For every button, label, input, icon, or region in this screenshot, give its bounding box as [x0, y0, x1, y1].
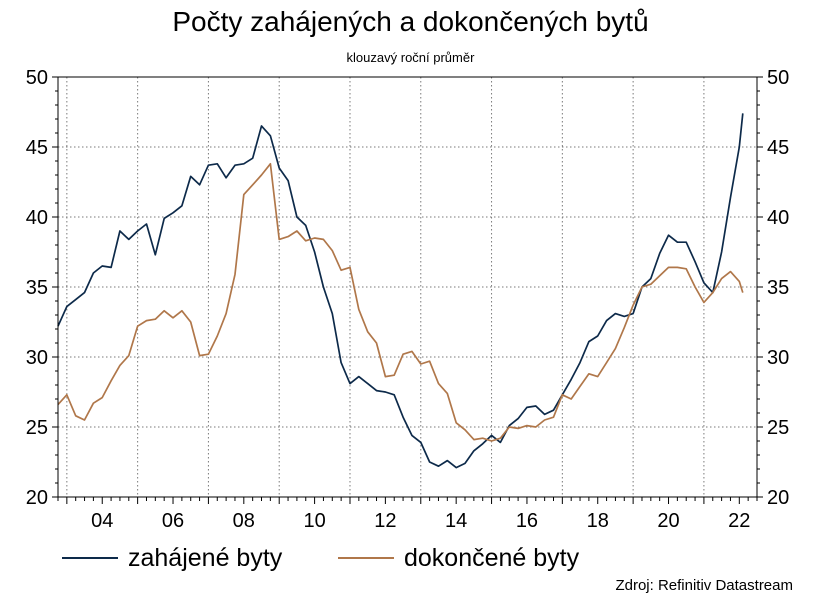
legend-swatch-started [62, 557, 118, 559]
y-tick-label-left: 40 [26, 207, 48, 229]
x-tick-label: 16 [516, 510, 538, 532]
x-tick-label: 10 [303, 510, 325, 532]
y-tick-label-left: 35 [26, 277, 48, 299]
x-tick-label: 12 [374, 510, 396, 532]
y-tick-label-right: 45 [767, 137, 789, 159]
series-line-started [57, 113, 744, 469]
legend-item-completed: dokončené byty [338, 540, 579, 576]
axis-tick-labels: 20 20 25 25 30 30 35 35 40 40 45 45 50 50 04 06 08 10 12 14… [26, 67, 790, 532]
y-tick-label-right: 25 [767, 417, 789, 439]
y-tick-label-left: 50 [26, 67, 48, 89]
y-tick-label-right: 30 [767, 347, 789, 369]
series-line-completed [57, 162, 744, 442]
y-tick-label-right: 20 [767, 487, 789, 509]
y-tick-label-right: 40 [767, 207, 789, 229]
chart-subtitle: klouzavý roční průměr [346, 50, 475, 65]
grid-lines [58, 77, 757, 497]
y-tick-label-left: 25 [26, 417, 48, 439]
y-tick-label-left: 20 [26, 487, 48, 509]
x-tick-label: 06 [162, 510, 184, 532]
legend-label-started: zahájené byty [128, 543, 283, 572]
y-tick-label-left: 45 [26, 137, 48, 159]
legend-label-completed: dokončené byty [404, 543, 580, 572]
series-lines [57, 113, 744, 469]
legend-swatch-completed [338, 557, 394, 559]
chart-title: Počty zahájených a dokončených bytů [172, 6, 649, 37]
x-tick-label: 20 [657, 510, 679, 532]
y-tick-label-right: 50 [767, 67, 789, 89]
x-tick-label: 14 [445, 510, 467, 532]
x-tick-label: 22 [728, 510, 750, 532]
y-tick-label-left: 30 [26, 347, 48, 369]
x-tick-label: 08 [233, 510, 255, 532]
legend-item-started: zahájené byty [62, 540, 282, 576]
x-tick-label: 04 [91, 510, 113, 532]
x-tick-label: 18 [587, 510, 609, 532]
axis-ticks [52, 76, 763, 504]
source-note: Zdroj: Refinitiv Datastream [615, 577, 793, 594]
y-tick-label-right: 35 [767, 277, 789, 299]
